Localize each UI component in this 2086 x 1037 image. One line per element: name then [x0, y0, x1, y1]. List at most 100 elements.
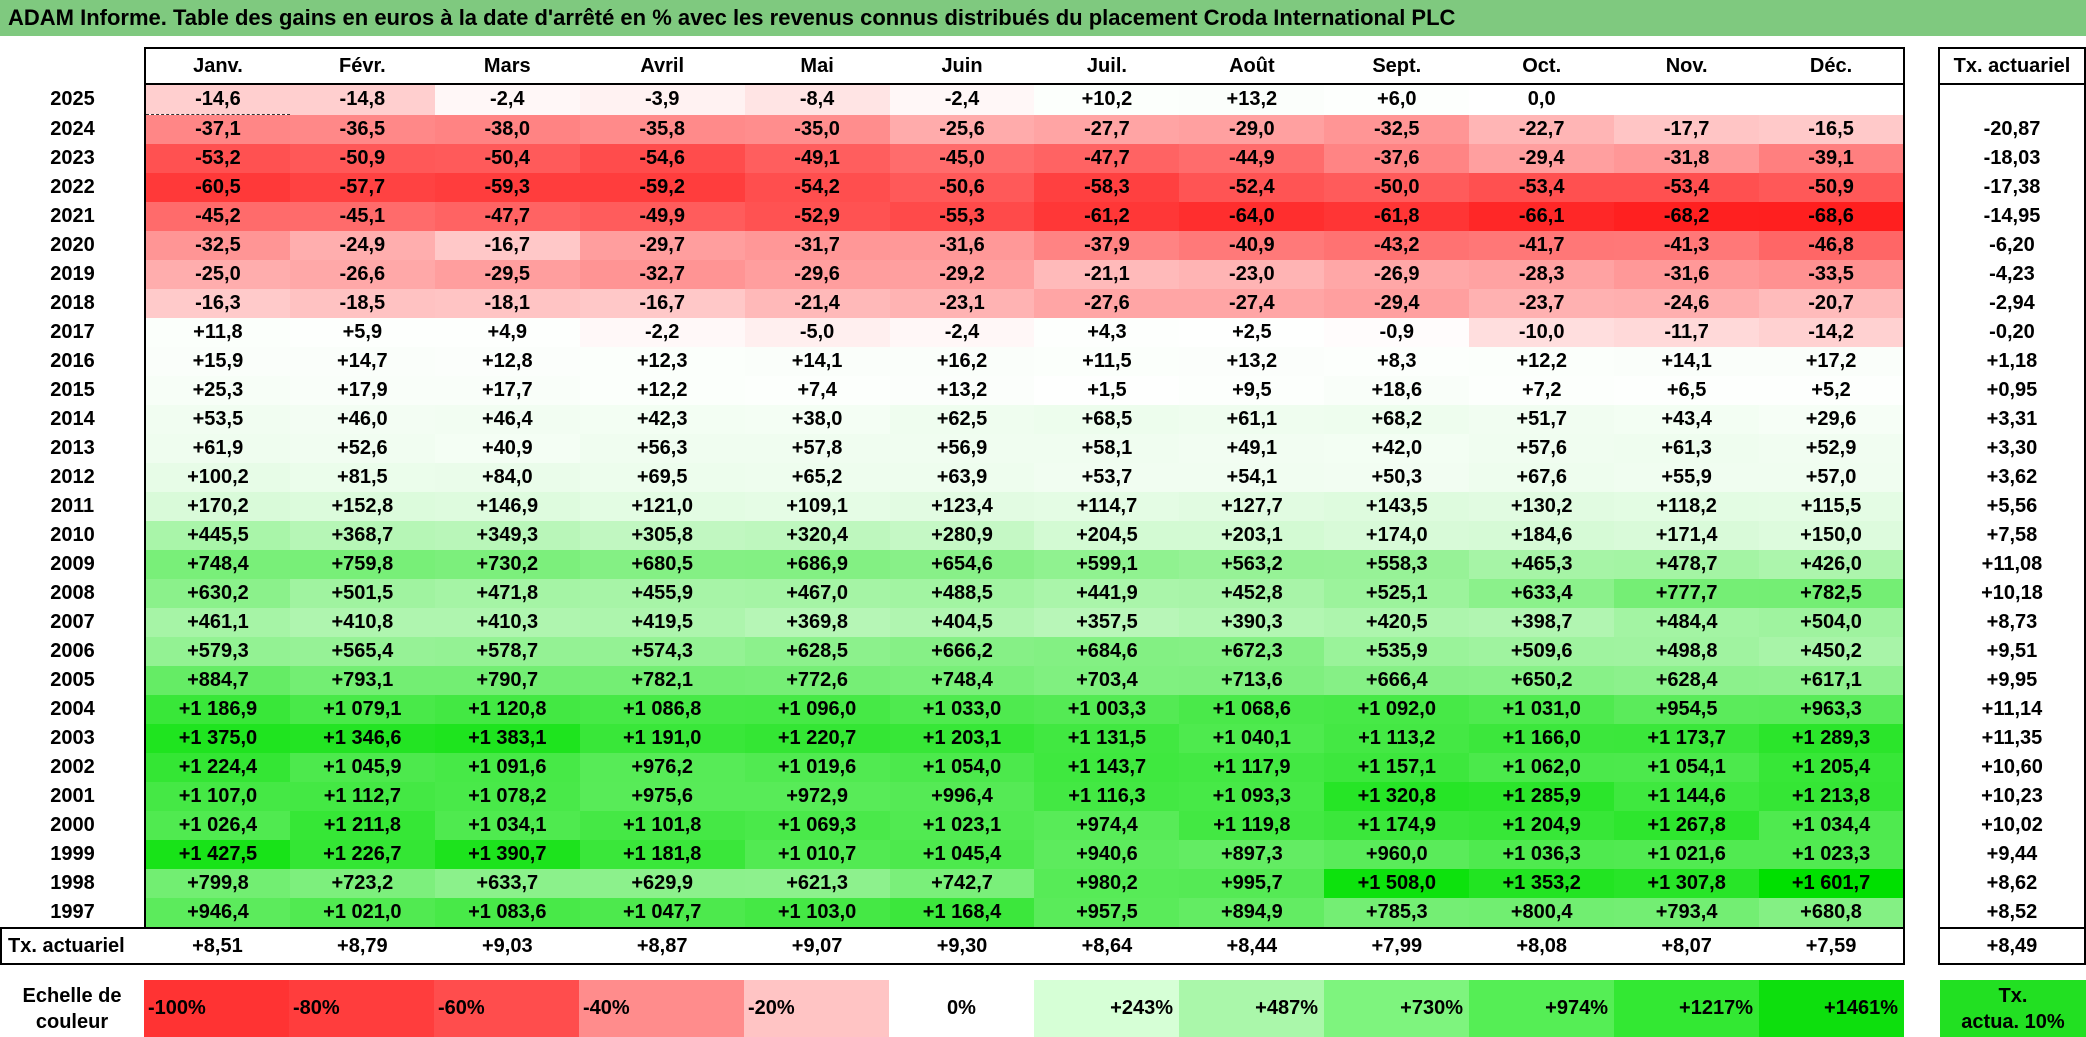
gain-cell: +130,2	[1469, 492, 1615, 521]
gain-cell: +17,7	[434, 376, 580, 405]
gain-cell: -50,6	[889, 173, 1035, 202]
gain-cell: +150,0	[1759, 521, 1905, 550]
month-header: Juin	[889, 47, 1035, 85]
gain-cell: +2,5	[1179, 318, 1325, 347]
gain-cell: +52,9	[1759, 434, 1905, 463]
gain-cell: +461,1	[143, 608, 290, 637]
row-gap	[1904, 202, 1939, 231]
month-header: Juil.	[1034, 47, 1180, 85]
gain-cell: -36,5	[289, 114, 435, 144]
gain-cell: +1 166,0	[1469, 724, 1615, 753]
year-label: 2023	[50, 147, 95, 169]
gain-cell: +723,2	[289, 869, 435, 898]
gain-cell: +963,3	[1759, 695, 1905, 724]
gain-cell: -5,0	[744, 318, 890, 347]
rate-cell: -4,23	[1937, 260, 2086, 289]
gain-cell: +81,5	[289, 463, 435, 492]
gain-cell: +10,2	[1034, 84, 1180, 115]
gain-cell: +799,8	[143, 869, 290, 898]
gain-cell: +12,2	[1469, 347, 1615, 376]
gain-cell: -31,8	[1614, 144, 1760, 173]
gain-cell: +1 045,9	[289, 753, 435, 782]
gain-cell: -53,2	[143, 144, 290, 173]
gain-cell: +684,6	[1034, 637, 1180, 666]
rate-cell: +11,35	[1937, 724, 2086, 753]
gain-cell: +68,2	[1324, 405, 1470, 434]
gain-cell: +1 119,8	[1179, 811, 1325, 840]
gain-cell: +455,9	[579, 579, 745, 608]
rate-cell: +5,56	[1937, 492, 2086, 521]
gain-cell: +1 508,0	[1324, 869, 1470, 898]
gain-cell: +535,9	[1324, 637, 1470, 666]
gain-cell: -60,5	[143, 173, 290, 202]
gain-cell: +54,1	[1179, 463, 1325, 492]
gain-cell: +1 226,7	[289, 840, 435, 869]
gain-cell: +65,2	[744, 463, 890, 492]
gain-cell: -38,0	[434, 114, 580, 144]
gain-cell: +1 168,4	[889, 898, 1035, 929]
month-header: Nov.	[1614, 47, 1760, 85]
gain-cell: -25,0	[143, 260, 290, 289]
gain-cell: +1 289,3	[1759, 724, 1905, 753]
table-row: 2021 -45,2 -45,1 -47,7 -49,9 -52,9 -55,3 -61,2-…	[1, 202, 2086, 231]
month-header: Déc.	[1759, 47, 1905, 85]
gain-cell: +46,4	[434, 405, 580, 434]
rate-cell: -20,87	[1937, 114, 2086, 144]
year-label: 2000	[50, 814, 95, 836]
gain-cell: +972,9	[744, 782, 890, 811]
gain-cell: +1 143,7	[1034, 753, 1180, 782]
gain-cell: +1 181,8	[579, 840, 745, 869]
gain-cell: -16,5	[1759, 114, 1905, 144]
gain-cell: -24,9	[289, 231, 435, 260]
gain-cell: +419,5	[579, 608, 745, 637]
gain-cell: +38,0	[744, 405, 890, 434]
gain-cell: -18,1	[434, 289, 580, 318]
rate-cell: +11,14	[1937, 695, 2086, 724]
gain-cell: +61,3	[1614, 434, 1760, 463]
gain-cell: -23,1	[889, 289, 1035, 318]
gain-cell: -50,9	[289, 144, 435, 173]
footer-rate-cell: +8,64	[1034, 927, 1180, 965]
header-gap	[1904, 48, 1939, 84]
gain-cell: +1 026,4	[143, 811, 290, 840]
gain-cell: -68,6	[1759, 202, 1905, 231]
gain-cell: +4,9	[434, 318, 580, 347]
gain-cell: +686,9	[744, 550, 890, 579]
gain-cell: +357,5	[1034, 608, 1180, 637]
gain-cell: +280,9	[889, 521, 1035, 550]
legend-swatch: -60%	[434, 980, 579, 1037]
gain-cell: +996,4	[889, 782, 1035, 811]
rate-cell: -0,20	[1937, 318, 2086, 347]
rate-cell: +10,23	[1937, 782, 2086, 811]
footer-rate-cell: +7,99	[1324, 927, 1470, 965]
gain-cell: +390,3	[1179, 608, 1325, 637]
gain-cell: +127,7	[1179, 492, 1325, 521]
table-row: 2002 +1 224,4 +1 045,9 +1 091,6 +976,2 +1 019…	[1, 753, 2086, 782]
gain-cell: +1 036,3	[1469, 840, 1615, 869]
gain-cell: +672,3	[1179, 637, 1325, 666]
gain-cell: +14,7	[289, 347, 435, 376]
gain-cell: -32,5	[1324, 114, 1470, 144]
gain-cell: -45,2	[143, 202, 290, 231]
gain-cell: +954,5	[1614, 695, 1760, 724]
gain-cell: +67,6	[1469, 463, 1615, 492]
row-gap	[1904, 84, 1939, 115]
gain-cell: +1 021,6	[1614, 840, 1760, 869]
gain-cell: +49,1	[1179, 434, 1325, 463]
gain-cell: +5,2	[1759, 376, 1905, 405]
gain-cell: +46,0	[289, 405, 435, 434]
table-row: 2023 -53,2 -50,9 -50,4 -54,6 -49,1 -45,0 -47,7-…	[1, 144, 2086, 173]
gain-cell: -50,0	[1324, 173, 1470, 202]
gain-cell: -41,7	[1469, 231, 1615, 260]
footer-rate-cell: +8,79	[289, 927, 435, 965]
gain-cell: +51,7	[1469, 405, 1615, 434]
gain-cell: +25,3	[143, 376, 290, 405]
row-gap	[1904, 608, 1939, 637]
gain-cell: +56,9	[889, 434, 1035, 463]
gain-cell: -55,3	[889, 202, 1035, 231]
gain-cell: +57,6	[1469, 434, 1615, 463]
gain-cell: +1 010,7	[744, 840, 890, 869]
rate-cell: -2,94	[1937, 289, 2086, 318]
footer-overall-rate: +8,49	[1937, 927, 2086, 965]
gain-cell: -16,7	[434, 231, 580, 260]
